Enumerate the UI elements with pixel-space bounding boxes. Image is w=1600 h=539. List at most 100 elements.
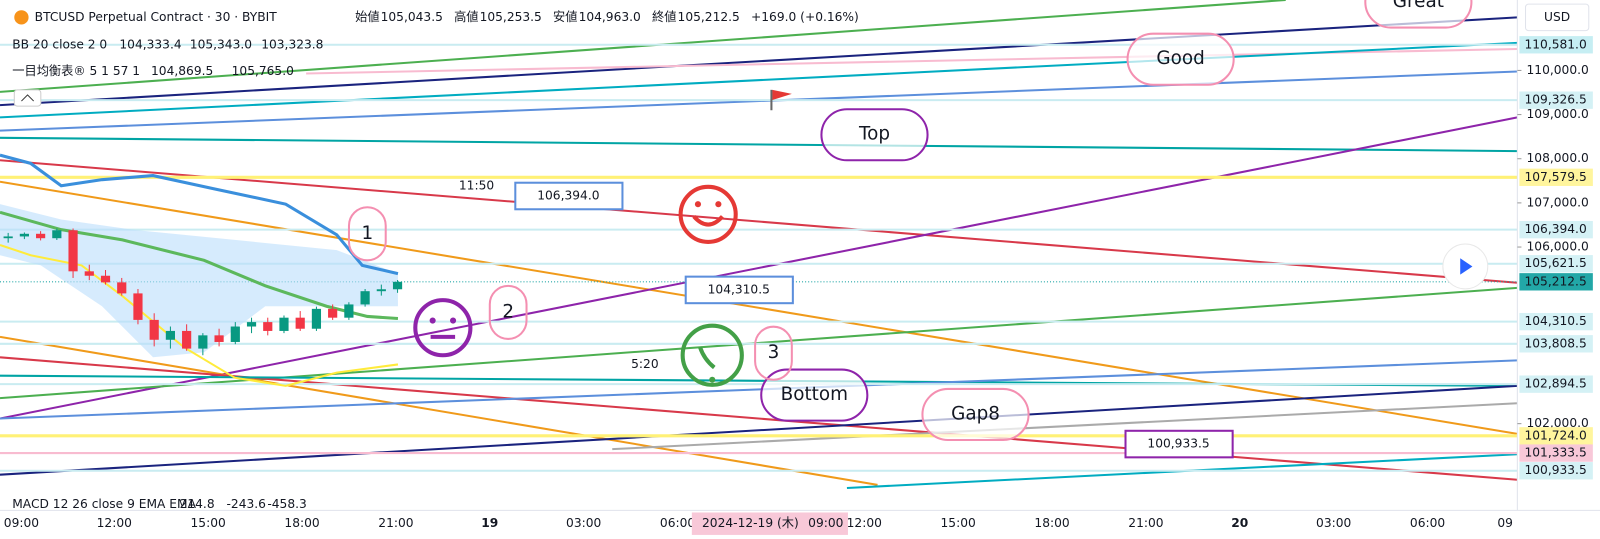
ohlc-value: 105,043.5 (381, 10, 443, 24)
price-label-bg (1519, 312, 1593, 331)
number-note: 3 (768, 342, 780, 363)
collapse-button[interactable] (13, 89, 42, 107)
time-label: 12:00 (97, 516, 132, 530)
flag (772, 89, 792, 101)
crosshair-time: 09:00 (808, 516, 843, 530)
time-label: 15:00 (191, 516, 226, 530)
price-label: 102,894.5 (1524, 377, 1586, 391)
candle-body (68, 230, 78, 272)
crosshair-date: 2024-12-19 (木) (702, 516, 799, 530)
callout: Good (1156, 48, 1204, 69)
currency-box[interactable] (1525, 3, 1590, 32)
callout: Bottom (781, 384, 848, 405)
currency: USD (1544, 10, 1570, 24)
duration: 5:20 (631, 357, 658, 371)
change: +169.0 (+0.16%) (751, 10, 859, 24)
candle-body (360, 291, 370, 305)
price-label: 107,579.5 (1524, 170, 1586, 184)
ichimoku-cloud (0, 204, 398, 358)
candle-body (165, 330, 175, 340)
price-label-bg (1519, 427, 1593, 445)
time-label: 15:00 (941, 516, 976, 530)
smiley (678, 184, 738, 244)
candle-body (100, 275, 111, 283)
number-bubble (488, 284, 528, 340)
price-label-bg (1519, 220, 1593, 239)
price-label-bg (1519, 255, 1593, 273)
indicator-value: 214.8 (180, 497, 215, 511)
candle-body (36, 233, 46, 239)
y-tick-label: 108,000.0 (1527, 151, 1589, 165)
price-label: 100,933.5 (1524, 463, 1586, 477)
candle-body (149, 319, 159, 340)
price-label: 106,394.0 (1524, 222, 1586, 236)
neutral-face (413, 298, 473, 358)
candle-body (52, 230, 62, 239)
ohlc-value: 105,253.5 (480, 10, 542, 24)
callout-bubble (1126, 32, 1235, 86)
candle-body (246, 322, 257, 327)
trend-line (0, 116, 1518, 420)
callout-bubble (1364, 0, 1473, 29)
time-label: 09:00 (4, 516, 39, 530)
callout: Top (858, 124, 890, 145)
callout: Gap8 (951, 403, 1000, 424)
trend-line (0, 384, 1518, 476)
face (680, 323, 744, 387)
candle-body (279, 317, 289, 331)
duration: 11:50 (459, 178, 494, 192)
price-label-bg (1519, 168, 1593, 186)
btc-icon (14, 10, 29, 25)
price-note-box (684, 275, 794, 305)
time-label: 19 (481, 516, 498, 530)
crosshair-label-bg (691, 512, 848, 535)
number-note: 1 (362, 223, 374, 244)
ohlc-value: 104,963.0 (579, 10, 641, 24)
indicator-value: -243.6 (227, 497, 267, 511)
emoji-drawings (413, 89, 792, 387)
number-bubble (347, 206, 387, 262)
price-label: 104,310.5 (1524, 314, 1586, 328)
indicator-name: BB 20 close 2 0 (12, 37, 107, 51)
smile (692, 215, 724, 227)
candle-body (376, 289, 386, 292)
time-label: 21:00 (1128, 516, 1163, 530)
price-label: 103,808.5 (1524, 336, 1586, 350)
time-label: 03:00 (1316, 516, 1351, 530)
y-tick-label: 109,000.0 (1527, 107, 1589, 121)
candle-body (117, 282, 127, 294)
trend-line (0, 0, 1286, 93)
indicator-value: 103,323.8 (261, 37, 323, 51)
price-label-bg (1519, 462, 1593, 480)
ohlc-label: 安値 (553, 9, 577, 24)
trend-line (0, 335, 878, 486)
y-tick-label: 110,000.0 (1527, 63, 1589, 77)
price-note: 100,933.5 (1147, 437, 1209, 451)
time-label: 21:00 (378, 516, 413, 530)
price-label: 109,326.5 (1524, 93, 1586, 107)
number-bubble (754, 325, 793, 381)
price-label: 105,621.5 (1524, 256, 1586, 270)
trend-line (612, 402, 1518, 451)
trend-line (0, 16, 1518, 107)
candle-body (133, 293, 143, 320)
candle-body (19, 233, 29, 237)
symbol: BTCUSD Perpetual Contract · 30 · BYBIT (35, 10, 278, 24)
mouth (698, 346, 716, 370)
eye (429, 317, 436, 324)
price-label: 105,212.5 (1524, 274, 1586, 288)
candle-body (263, 322, 273, 331)
ohlc-label: 始値 (355, 9, 379, 24)
eye (715, 201, 722, 208)
time-label: 03:00 (566, 516, 601, 530)
candle-body (230, 326, 240, 342)
candle-body (3, 236, 13, 239)
price-label-bg (1519, 444, 1593, 462)
callout-bubble (820, 108, 929, 162)
candle-body (344, 304, 354, 318)
candle-body (84, 271, 94, 276)
eye (709, 376, 716, 383)
bb-upper (0, 153, 399, 276)
indicator-name: MACD 12 26 close 9 EMA EMA (12, 497, 196, 511)
price-label: 101,724.0 (1524, 428, 1586, 442)
